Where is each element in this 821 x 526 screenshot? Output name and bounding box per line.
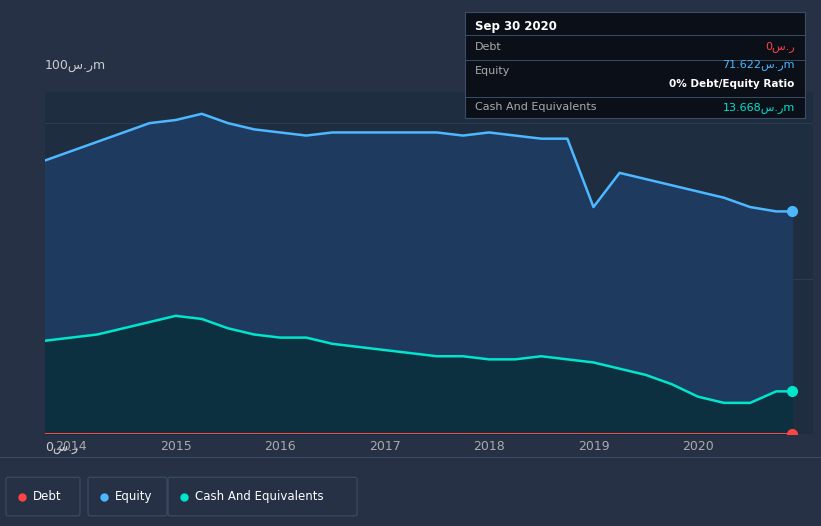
Text: 100س.رm: 100س.رm <box>45 58 106 72</box>
Text: Sep 30 2020: Sep 30 2020 <box>475 21 557 34</box>
Text: 0س.ر: 0س.ر <box>45 441 78 454</box>
Text: 71.622س.رm: 71.622س.رm <box>722 59 795 70</box>
Text: Debt: Debt <box>33 490 62 503</box>
Text: 13.668س.رm: 13.668س.رm <box>722 102 795 113</box>
Text: Cash And Equivalents: Cash And Equivalents <box>475 103 597 113</box>
Text: Cash And Equivalents: Cash And Equivalents <box>195 490 323 503</box>
Text: 0س.ر: 0س.ر <box>765 42 795 53</box>
Text: Equity: Equity <box>115 490 153 503</box>
Text: 0% Debt/Equity Ratio: 0% Debt/Equity Ratio <box>669 79 795 89</box>
Text: Equity: Equity <box>475 66 511 76</box>
Text: Debt: Debt <box>475 42 502 52</box>
